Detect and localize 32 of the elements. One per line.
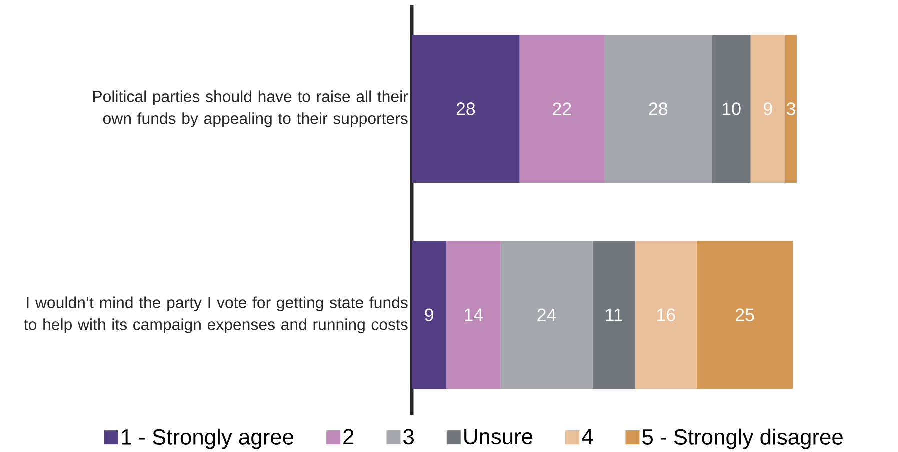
data-label: 10 <box>722 102 741 116</box>
data-label: 9 <box>764 102 772 116</box>
data-label: 22 <box>553 102 572 116</box>
bar <box>696 241 794 390</box>
data-label: 28 <box>649 102 668 116</box>
legend-label: 1 - Strongly agree <box>122 428 294 450</box>
data-label: 14 <box>464 308 484 322</box>
data-label: 9 <box>425 308 434 322</box>
bar <box>520 35 604 184</box>
legend-label: 5 - Strongly disagree <box>642 428 843 450</box>
bar <box>712 35 751 184</box>
bar <box>446 241 501 390</box>
bar <box>750 35 786 184</box>
data-label: 3 <box>786 102 796 116</box>
data-label: 25 <box>736 308 754 322</box>
data-label: 16 <box>657 308 676 322</box>
bar <box>412 241 447 390</box>
y-tick-label: Political parties should have to raise all their own funds by appealing to their supporters <box>93 90 408 128</box>
bar <box>635 241 697 390</box>
bar <box>592 241 636 390</box>
legend-label: 4 <box>582 429 594 444</box>
y-tick-label: I wouldn’t mind the party I vote for getting state funds to help with its campaign expenses and running costs <box>24 296 408 334</box>
data-label: 11 <box>606 308 623 322</box>
legend-label: 3 <box>404 429 414 445</box>
data-label: 28 <box>456 102 476 116</box>
bar <box>604 35 712 184</box>
data-label: 24 <box>538 308 556 322</box>
bar <box>500 241 593 390</box>
bar <box>785 35 798 184</box>
legend-label: Unsure <box>464 429 533 445</box>
legend-label: 2 <box>344 429 354 444</box>
bar <box>412 35 520 184</box>
